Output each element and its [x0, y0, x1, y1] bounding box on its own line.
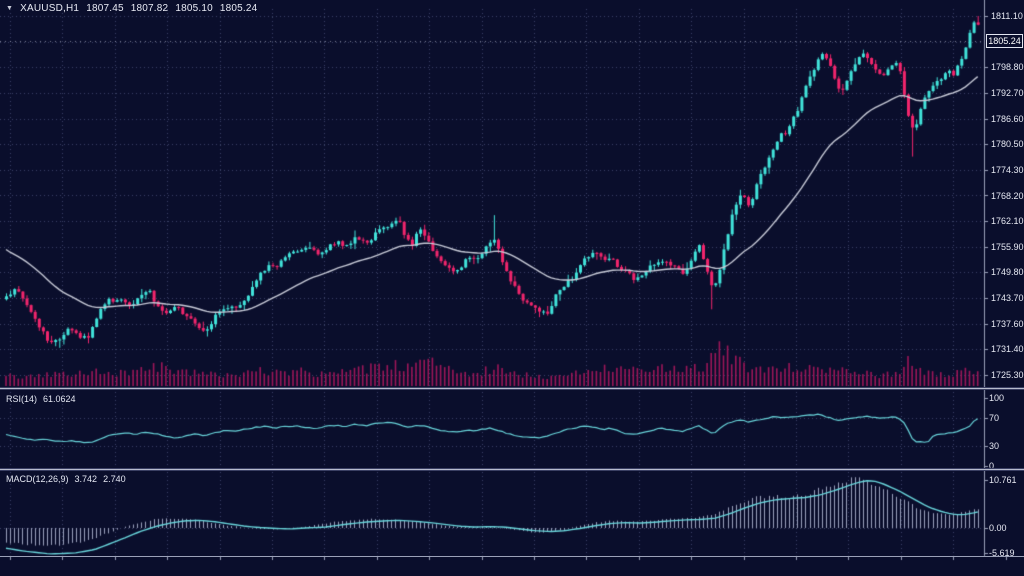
panel-splitter-macd[interactable] — [0, 468, 1024, 471]
symbol-timeframe-label: XAUUSD,H1 — [20, 3, 80, 14]
price-axis-label: 1755.90 — [991, 241, 1024, 252]
macd-name: MACD(12,26,9) — [6, 474, 69, 484]
rsi-indicator-label: RSI(14) 61.0624 — [6, 394, 76, 404]
rsi-axis-label: 100 — [989, 393, 1005, 403]
current-price-value: 1805.24 — [988, 36, 1021, 47]
collapse-arrow-icon[interactable]: ▼ — [6, 5, 14, 12]
ohlc-low: 1805.10 — [175, 3, 213, 14]
price-axis-label: 1737.60 — [991, 318, 1024, 329]
time-axis[interactable]: 21 Nov 202221 Nov 16:0022 Nov 05:0022 No… — [0, 556, 1024, 576]
price-axis-label: 1749.80 — [991, 267, 1024, 278]
macd-main-value: 3.742 — [74, 474, 98, 484]
price-axis-label: 1768.20 — [991, 190, 1024, 201]
price-axis-label: 1762.10 — [991, 216, 1024, 227]
rsi-axis-label: 70 — [989, 413, 1000, 424]
rsi-value: 61.0624 — [43, 394, 76, 404]
macd-axis-label: 10.761 — [989, 474, 1017, 485]
macd-signal-value: 2.740 — [103, 474, 126, 484]
macd-indicator-label: MACD(12,26,9) 3.742 2.740 — [6, 474, 126, 484]
rsi-axis-label: 0 — [989, 461, 995, 471]
price-axis-label: 1780.50 — [991, 139, 1024, 150]
price-axis-label: 1811.10 — [991, 11, 1023, 21]
price-axis-label: 1792.70 — [991, 87, 1024, 98]
macd-axis-label: -5.619 — [989, 548, 1015, 559]
rsi-axis-label: 30 — [989, 440, 1000, 451]
price-axis-label: 1743.70 — [991, 293, 1024, 303]
macd-axis-label: 0.00 — [989, 523, 1007, 533]
current-price-badge: 1805.24 — [986, 34, 1023, 49]
ohlc-close: 1805.24 — [219, 3, 258, 14]
ohlc-high: 1807.82 — [130, 3, 169, 14]
price-axis-label: 1798.80 — [991, 62, 1024, 73]
ohlc-open: 1807.45 — [86, 3, 124, 14]
panel-splitter-rsi[interactable] — [0, 387, 1024, 390]
price-axis-label: 1725.30 — [991, 370, 1024, 380]
price-axis-label: 1786.60 — [991, 113, 1024, 124]
price-axis-label: 1731.40 — [991, 344, 1024, 355]
rsi-name: RSI(14) — [6, 394, 38, 404]
price-axis-label: 1774.30 — [991, 164, 1024, 175]
symbol-ohlc-header: ▼ XAUUSD,H1 1807.45 1807.82 1805.10 1805… — [6, 3, 257, 14]
